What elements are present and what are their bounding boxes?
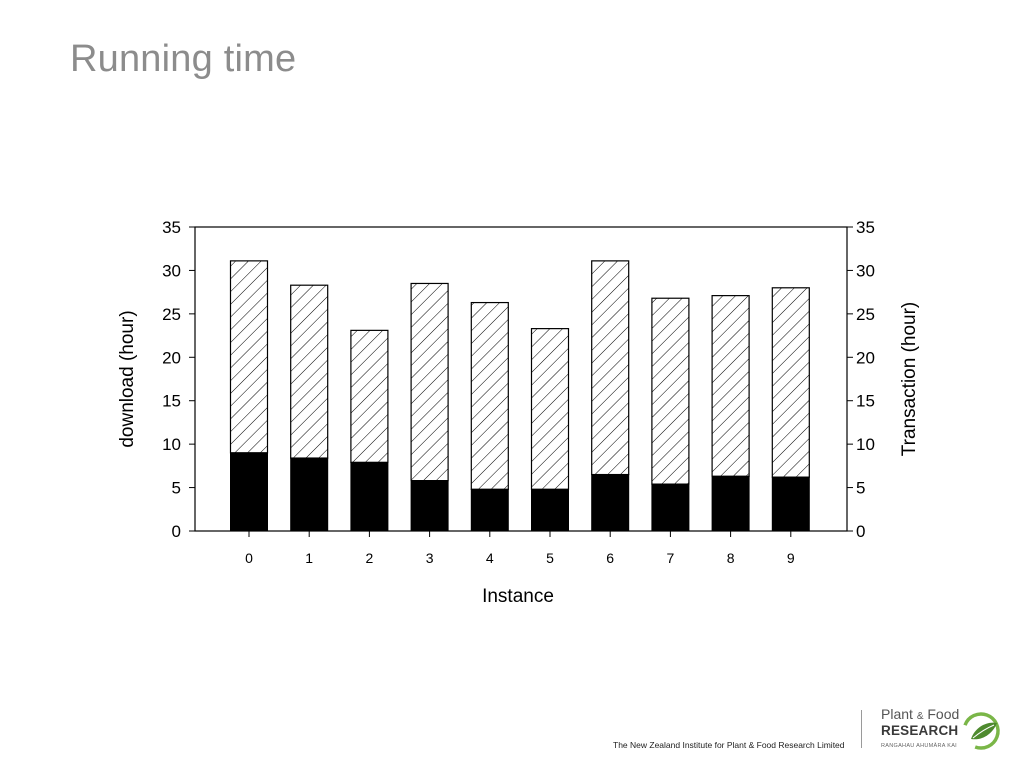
bar-hatched-segment <box>229 260 269 454</box>
plot-area-frame <box>194 226 848 532</box>
x-tick-label: 3 <box>426 550 434 566</box>
logo-maori-tagline: RANGAHAU AHUMĀRA KAI <box>881 743 957 749</box>
y-tick-label-right: 25 <box>856 305 875 324</box>
x-tick-label: 6 <box>606 550 614 566</box>
y-tick-label-left: 10 <box>162 435 181 454</box>
leaf-logo-icon <box>962 712 1000 750</box>
bar-solid-segment <box>290 457 329 532</box>
y-tick-label-right: 35 <box>856 218 875 237</box>
bar-solid-segment <box>531 488 569 532</box>
y-tick-label-right: 0 <box>856 522 865 541</box>
y-tick-label-left: 35 <box>162 218 181 237</box>
bar-hatched-segment <box>290 284 329 459</box>
y-tick-label-left: 25 <box>162 305 181 324</box>
logo-line1: Plant & Food <box>881 706 959 722</box>
logo-word-plant: Plant <box>881 706 913 722</box>
x-axis-label: Instance <box>482 586 554 607</box>
x-tick-label: 4 <box>486 550 494 566</box>
bar-hatched-segment <box>530 328 570 490</box>
bar-hatched-segment <box>350 329 389 463</box>
y-tick-label-left: 15 <box>162 392 181 411</box>
bar-hatched-segment <box>771 287 810 478</box>
bar-solid-segment <box>470 488 509 532</box>
y-tick-label-right: 15 <box>856 392 875 411</box>
bar-solid-segment <box>711 475 750 532</box>
bar-solid-segment <box>591 474 630 532</box>
y-tick-label-right: 30 <box>856 261 875 280</box>
logo-divider <box>861 710 862 748</box>
logo-word-food: Food <box>927 706 960 722</box>
x-tick-label: 0 <box>245 550 253 566</box>
x-tick-label: 9 <box>787 550 795 566</box>
footer-text: The New Zealand Institute for Plant & Fo… <box>613 740 845 750</box>
bar-solid-segment <box>230 452 268 532</box>
x-tick-label: 7 <box>667 550 675 566</box>
y-tick-label-left: 20 <box>162 348 181 367</box>
bar-solid-segment <box>651 483 690 532</box>
y-axis-label-right: Transaction (hour) <box>899 302 920 457</box>
bar-hatched-segment <box>591 260 630 476</box>
logo-ampersand: & <box>916 711 924 722</box>
y-tick-label-left: 5 <box>172 479 181 498</box>
y-tick-label-left: 0 <box>172 522 181 541</box>
y-axis-label-left: download (hour) <box>117 310 138 447</box>
y-tick-label-right: 20 <box>856 348 875 367</box>
x-tick-label: 2 <box>366 550 374 566</box>
chart-marks: 0 0 5 5 10 10 15 15 20 20 25 25 30 30 35 35 0 1 2 3 4 5 6 7 8 9 <box>162 218 875 566</box>
bar-hatched-segment <box>470 301 509 490</box>
x-tick-label: 5 <box>546 550 554 566</box>
bar-solid-segment <box>350 461 389 532</box>
x-tick-label: 1 <box>305 550 313 566</box>
y-tick-label-right: 10 <box>856 435 875 454</box>
y-tick-label-left: 30 <box>162 261 181 280</box>
bar-hatched-segment <box>711 295 750 477</box>
bar-hatched-segment <box>410 282 449 482</box>
slide-title: Running time <box>70 38 297 80</box>
bar-solid-segment <box>771 476 810 532</box>
x-tick-label: 8 <box>727 550 735 566</box>
logo-research-word: RESEARCH <box>881 723 959 738</box>
plant-and-food-logo: Plant & Food RESEARCH RANGAHAU AHUMĀRA K… <box>881 706 1021 756</box>
bar-solid-segment <box>410 480 449 532</box>
bar-hatched-segment <box>651 297 690 485</box>
y-tick-label-right: 5 <box>856 479 865 498</box>
